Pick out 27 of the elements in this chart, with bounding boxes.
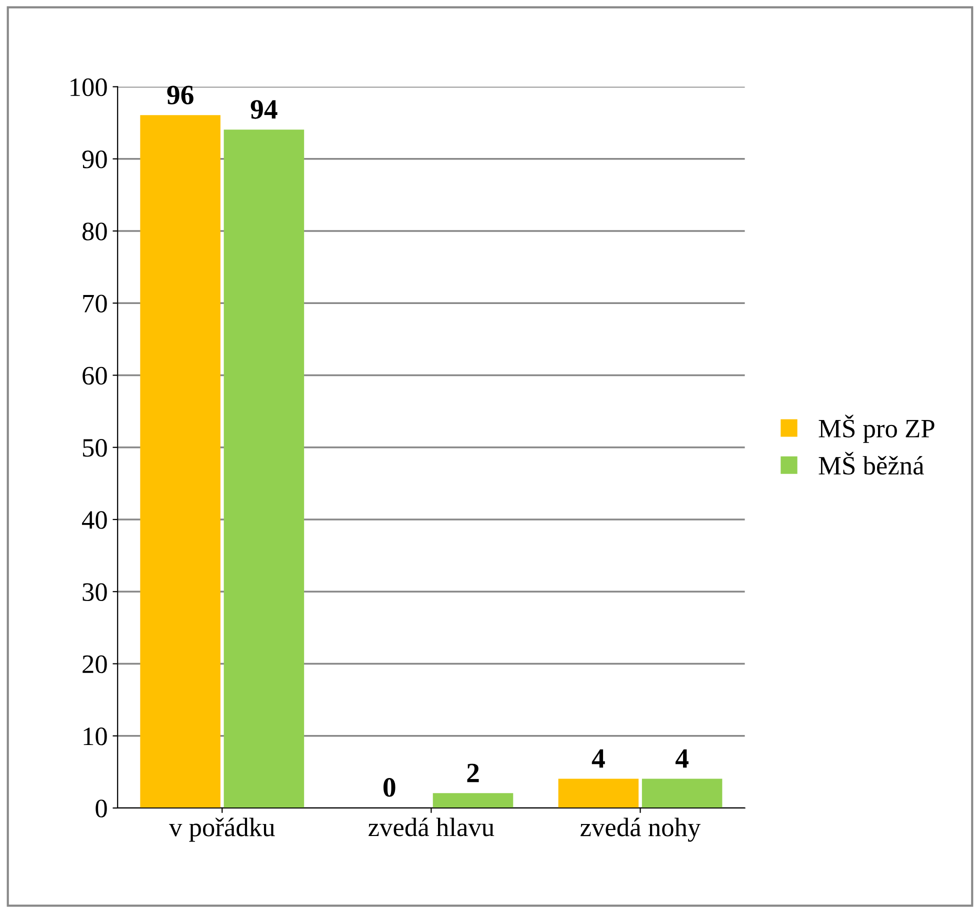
y-tick-label: 0	[96, 800, 107, 818]
y-tick-label: 70	[83, 294, 107, 313]
y-tick-label: 30	[82, 583, 107, 602]
data-label: 0	[384, 778, 396, 797]
y-tick-label: 100	[70, 78, 107, 96]
bar	[432, 793, 514, 808]
legend-label: MŠ běžná	[818, 452, 924, 475]
y-tick-label: 60	[82, 366, 107, 385]
data-label: 4	[676, 749, 689, 768]
y-tick-label: 90	[82, 150, 107, 168]
data-label: 94	[250, 100, 278, 119]
x-tick-label: v pořádku	[169, 818, 275, 842]
legend-label: MŠ pro ZP	[818, 414, 934, 443]
data-label: 2	[467, 764, 479, 782]
y-tick-label: 40	[82, 511, 107, 529]
y-tick-label: 80	[82, 222, 107, 240]
y-tick-label: 10	[84, 727, 107, 746]
bar	[558, 778, 639, 808]
x-tick-label: zvedá hlavu	[368, 818, 494, 836]
bar	[642, 778, 722, 808]
data-label: 96	[167, 86, 194, 104]
x-tick-label: zvedá nohy	[580, 818, 701, 842]
bar	[224, 130, 304, 808]
y-tick-label: 50	[83, 438, 107, 457]
bar	[140, 115, 220, 808]
y-tick-label: 20	[82, 655, 107, 674]
data-label: 4	[592, 749, 605, 768]
